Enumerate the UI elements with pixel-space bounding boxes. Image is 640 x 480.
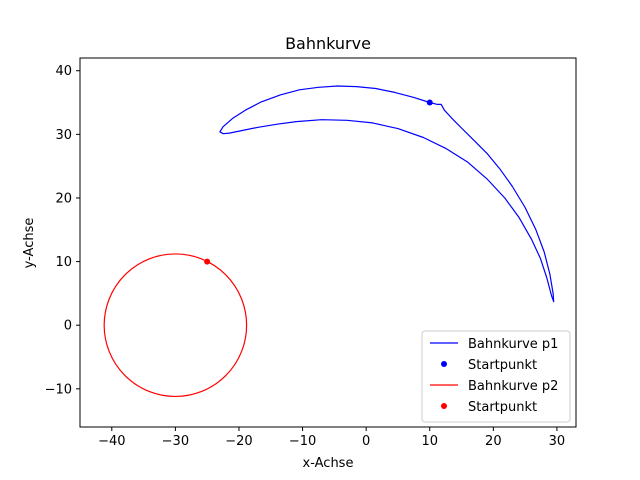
x-tick-label: −20 xyxy=(225,434,252,449)
legend-marker-start-p1 xyxy=(441,361,447,367)
y-axis-label: y-Achse xyxy=(22,218,37,269)
x-tick-label: −30 xyxy=(162,434,189,449)
y-tick-label: 40 xyxy=(55,64,72,79)
legend-label-p2: Bahnkurve p2 xyxy=(468,379,558,394)
x-axis-label: x-Achse xyxy=(303,456,354,471)
series-circle-p2 xyxy=(103,253,248,398)
legend: Bahnkurve p1 Startpunkt Bahnkurve p2 Sta… xyxy=(421,330,571,423)
legend-marker-start-p2 xyxy=(441,403,447,409)
legend-box xyxy=(421,330,571,423)
y-tick-label: 10 xyxy=(55,255,72,270)
y-tick-label: 0 xyxy=(64,319,72,334)
y-tick-label: 20 xyxy=(55,191,72,206)
y-tick-label: 30 xyxy=(55,128,72,143)
start-point-p1 xyxy=(426,99,433,106)
tick-layer: −40 −30 −20 −10 0 10 20 30 −10 0 10 20 30 40 xyxy=(45,64,566,449)
y-tick-label: −10 xyxy=(45,382,72,397)
plot-layer xyxy=(103,85,555,398)
legend-label-start-p1: Startpunkt xyxy=(468,358,537,373)
series-line-p1 xyxy=(219,85,555,303)
x-tick-label: 20 xyxy=(485,434,502,449)
x-tick-label: −40 xyxy=(98,434,125,449)
x-tick-label: 0 xyxy=(362,434,370,449)
axes-frame xyxy=(79,57,577,428)
x-tick-label: 30 xyxy=(549,434,566,449)
chart-title: Bahnkurve xyxy=(285,34,371,53)
legend-label-p1: Bahnkurve p1 xyxy=(468,337,558,352)
x-tick-label: 10 xyxy=(421,434,438,449)
x-tick-label: −10 xyxy=(289,434,316,449)
start-point-p2 xyxy=(204,258,211,265)
legend-label-start-p2: Startpunkt xyxy=(468,400,537,415)
